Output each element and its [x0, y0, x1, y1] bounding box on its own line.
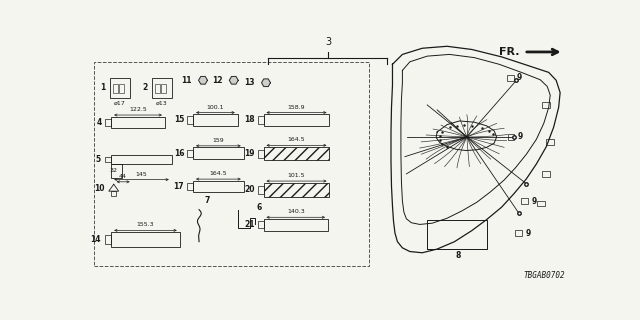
Text: 13: 13	[244, 78, 255, 87]
Bar	[152, 78, 172, 98]
Bar	[155, 84, 160, 93]
Text: 16: 16	[173, 149, 184, 158]
Bar	[515, 230, 522, 236]
Bar	[106, 119, 111, 126]
Bar	[264, 114, 330, 126]
Text: 9: 9	[525, 228, 531, 237]
Bar	[257, 149, 264, 158]
Text: 3: 3	[325, 36, 331, 46]
Bar	[542, 102, 550, 108]
Text: 10: 10	[94, 184, 105, 193]
Text: 159: 159	[212, 138, 224, 143]
Text: 4: 4	[97, 118, 102, 127]
Text: FR.: FR.	[499, 47, 520, 57]
Bar	[264, 182, 330, 197]
Text: 19: 19	[244, 149, 255, 158]
Bar	[161, 84, 166, 93]
Bar	[119, 84, 124, 93]
Text: 9: 9	[518, 132, 523, 141]
Polygon shape	[229, 76, 238, 84]
Text: 140.3: 140.3	[287, 209, 305, 214]
Text: 164.5: 164.5	[288, 137, 305, 142]
Bar	[187, 116, 193, 124]
Text: 100.1: 100.1	[207, 105, 224, 110]
Bar	[111, 232, 180, 247]
Bar	[257, 116, 264, 124]
Text: ø17: ø17	[114, 100, 125, 106]
Bar	[111, 164, 122, 178]
Bar	[542, 171, 550, 177]
Bar	[508, 134, 515, 140]
Bar	[547, 139, 554, 145]
Text: 44: 44	[119, 174, 127, 179]
Bar	[193, 114, 237, 126]
Text: ø13: ø13	[156, 100, 168, 106]
Text: 9: 9	[531, 196, 536, 205]
Text: 20: 20	[244, 185, 255, 195]
Bar	[94, 62, 369, 266]
Text: 7: 7	[205, 196, 211, 205]
Text: 8: 8	[455, 251, 461, 260]
Text: 145: 145	[136, 172, 147, 177]
Bar	[538, 201, 545, 206]
Bar	[106, 156, 111, 162]
Bar	[264, 147, 330, 160]
Bar	[106, 235, 111, 244]
Text: 164.5: 164.5	[209, 171, 227, 176]
Bar	[257, 221, 264, 228]
Text: 17: 17	[173, 182, 184, 191]
Bar	[193, 180, 244, 192]
Text: 158.9: 158.9	[288, 105, 305, 110]
Text: 2: 2	[143, 83, 148, 92]
Bar	[110, 78, 129, 98]
Bar	[187, 183, 193, 190]
Bar	[522, 198, 529, 204]
Polygon shape	[198, 76, 207, 84]
Text: 6: 6	[257, 203, 262, 212]
Text: 12: 12	[212, 76, 223, 85]
Bar	[113, 84, 118, 93]
Text: 1: 1	[100, 83, 106, 92]
Polygon shape	[262, 79, 271, 87]
Text: 32: 32	[109, 168, 117, 173]
Bar	[507, 75, 513, 81]
Text: 11: 11	[182, 76, 192, 85]
Text: 15: 15	[174, 116, 184, 124]
Bar	[257, 186, 264, 194]
Text: 18: 18	[244, 116, 255, 124]
Bar	[111, 155, 172, 164]
Bar	[111, 116, 165, 128]
Text: 5: 5	[95, 155, 100, 164]
Text: 21: 21	[244, 220, 255, 229]
Bar	[187, 150, 193, 157]
Text: 14: 14	[90, 235, 100, 244]
Text: 155.3: 155.3	[137, 222, 154, 228]
Bar	[111, 191, 116, 196]
Text: TBGAB0702: TBGAB0702	[524, 271, 565, 280]
Text: 122.5: 122.5	[129, 107, 147, 112]
Bar	[264, 219, 328, 231]
Text: 9: 9	[516, 73, 522, 82]
Text: 101.5: 101.5	[288, 173, 305, 178]
Bar	[193, 147, 244, 159]
